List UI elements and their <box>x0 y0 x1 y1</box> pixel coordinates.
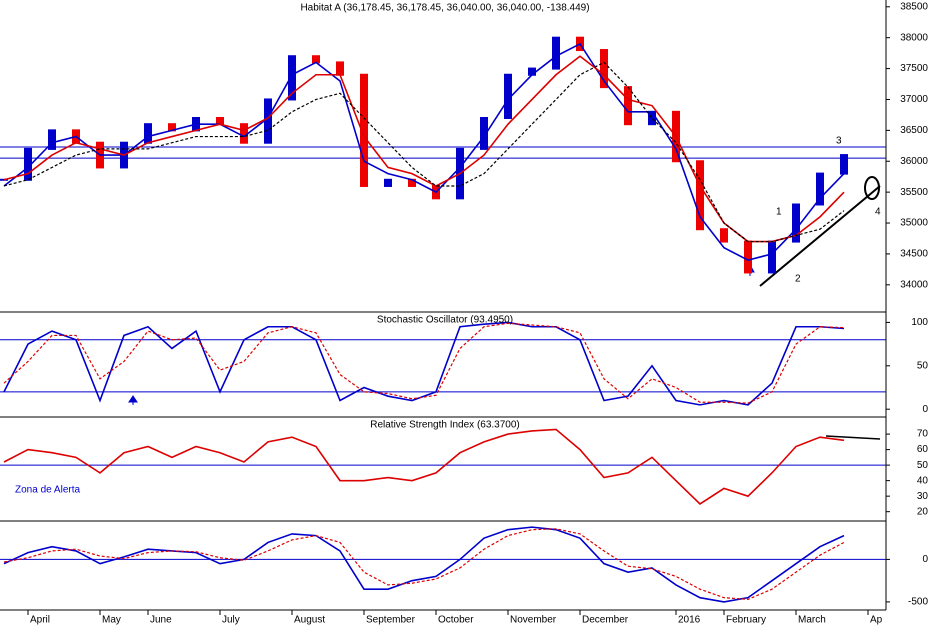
price-bar <box>24 147 32 181</box>
price-bar <box>288 55 296 101</box>
x-tick-label: June <box>150 615 172 626</box>
x-tick-label: February <box>726 615 766 626</box>
y-tick-label: 35000 <box>900 218 928 229</box>
rsi-trend-line <box>825 435 881 440</box>
y-tick-label: 37500 <box>900 63 928 74</box>
price-bar <box>840 154 848 175</box>
annotation: 4 <box>875 207 881 218</box>
y-tick-label: 38000 <box>900 32 928 43</box>
price-bar <box>360 73 368 187</box>
arrow <box>128 395 138 405</box>
price-bar <box>264 98 272 144</box>
y-tick-label: 100 <box>911 317 928 328</box>
y-tick-label: 70 <box>917 429 929 440</box>
price-bar <box>408 178 416 187</box>
x-tick-label: April <box>30 615 50 626</box>
price-bar <box>744 240 752 274</box>
circle-marker <box>864 176 880 200</box>
x-tick-label: May <box>102 615 121 626</box>
panel-title: Relative Strength Index (63.3700) <box>370 420 520 431</box>
y-tick-label: 36000 <box>900 156 928 167</box>
trend-line <box>759 185 881 287</box>
annotation: 2 <box>795 274 801 285</box>
annotation: Zona de Alerta <box>15 485 80 496</box>
panel-title: Habitat A (36,178.45, 36,178.45, 36,040.… <box>300 3 589 14</box>
x-tick-label: July <box>222 615 240 626</box>
price-bar <box>648 110 656 126</box>
price-bar <box>168 123 176 132</box>
price-bar <box>336 61 344 76</box>
x-tick-label: November <box>510 615 557 626</box>
y-tick-label: 60 <box>917 444 929 455</box>
series-line <box>3 428 845 505</box>
y-tick-label: 50 <box>917 460 929 471</box>
price-bar <box>312 55 320 64</box>
price-bar <box>720 228 728 243</box>
price-bar <box>816 172 824 206</box>
series-line <box>3 528 845 600</box>
price-bar <box>624 86 632 126</box>
series-line <box>3 526 845 603</box>
series-line <box>3 55 845 243</box>
x-tick-label: 2016 <box>678 615 701 626</box>
series-line <box>3 322 845 404</box>
price-bar <box>696 160 704 231</box>
price-bar <box>792 203 800 243</box>
price-bar <box>48 129 56 150</box>
price-bar <box>528 67 536 76</box>
price-bar <box>144 123 152 144</box>
price-bar <box>600 49 608 89</box>
annotation: 1 <box>776 207 782 218</box>
series-line <box>3 42 845 261</box>
y-tick-label: 35500 <box>900 187 928 198</box>
y-tick-label: 20 <box>917 506 929 517</box>
y-tick-label: 38500 <box>900 1 928 12</box>
y-tick-label: 37000 <box>900 94 928 105</box>
price-bar <box>240 123 248 144</box>
price-bar <box>480 117 488 150</box>
y-tick-label: 40 <box>917 475 929 486</box>
y-tick-label: 50 <box>917 360 929 371</box>
x-tick-label: September <box>366 615 416 626</box>
x-tick-label: December <box>582 615 629 626</box>
series-line <box>3 321 845 406</box>
y-tick-label: 30 <box>917 491 929 502</box>
price-bar <box>384 178 392 187</box>
y-tick-label: -500 <box>908 597 928 608</box>
y-tick-label: 36500 <box>900 125 928 136</box>
x-tick-label: August <box>294 615 325 626</box>
x-tick-label: October <box>438 615 474 626</box>
panel-title: Stochastic Oscillator (93.4950) <box>377 315 513 326</box>
annotation: 3 <box>836 136 842 147</box>
series-line <box>3 61 845 243</box>
y-tick-label: 0 <box>922 554 928 565</box>
price-bar <box>768 240 776 274</box>
y-tick-label: 34000 <box>900 279 928 290</box>
x-tick-label: Ap <box>870 615 883 626</box>
price-bar <box>216 117 224 126</box>
price-bar <box>504 73 512 120</box>
y-tick-label: 34500 <box>900 249 928 260</box>
y-tick-label: 0 <box>922 404 928 415</box>
x-tick-label: March <box>798 615 826 626</box>
price-bar <box>552 36 560 70</box>
